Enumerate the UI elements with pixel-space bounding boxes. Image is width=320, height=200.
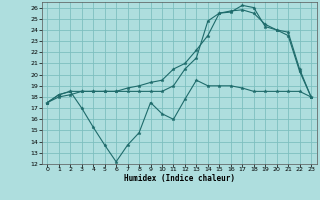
- X-axis label: Humidex (Indice chaleur): Humidex (Indice chaleur): [124, 174, 235, 183]
